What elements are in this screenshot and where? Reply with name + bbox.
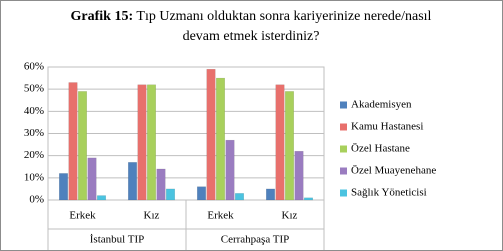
bar <box>235 193 244 201</box>
legend-swatch <box>340 167 347 175</box>
y-tick-label: 50% <box>24 83 44 95</box>
legend-swatch <box>340 189 347 197</box>
title-label: Grafik 15: <box>70 9 134 24</box>
bar <box>275 84 285 201</box>
x-tick-label: Erkek <box>69 210 96 222</box>
x-tick-label: Erkek <box>207 210 234 222</box>
bar <box>137 84 147 201</box>
bar <box>97 195 106 201</box>
chart-title: Grafik 15: Tıp Uzmanı olduktan sonra kar… <box>61 7 441 47</box>
bar <box>225 139 235 201</box>
legend-label: Akademisyen <box>351 99 412 111</box>
y-tick-label: 30% <box>24 127 44 139</box>
group-label: Cerrahpaşa TIP <box>221 234 290 246</box>
bar <box>294 150 304 201</box>
x-tick-label: Kız <box>282 210 298 222</box>
bar <box>128 162 137 201</box>
bar <box>78 91 87 201</box>
bar <box>166 188 175 201</box>
bar <box>206 68 216 201</box>
bar <box>68 82 78 201</box>
legend-label: Özel Muayenehane <box>351 165 436 177</box>
bar <box>285 91 294 201</box>
legend-label: Kamu Hastanesi <box>351 121 423 133</box>
y-tick-label: 0% <box>29 194 44 206</box>
x-tick-label: Kız <box>144 210 160 222</box>
group-label: İstanbul TIP <box>90 234 145 246</box>
y-tick-label: 40% <box>24 105 44 117</box>
bar <box>156 168 166 201</box>
bar <box>147 84 156 201</box>
legend-label: Sağlık Yöneticisi <box>351 187 427 199</box>
bar <box>216 77 225 201</box>
legend-swatch <box>340 101 347 109</box>
bar <box>304 197 313 201</box>
y-tick-label: 10% <box>24 171 44 183</box>
y-tick-label: 20% <box>24 149 44 161</box>
legend-swatch <box>340 123 347 131</box>
bar <box>197 186 206 201</box>
y-tick-label: 60% <box>24 61 44 73</box>
legend-label: Özel Hastane <box>351 143 410 155</box>
bar <box>87 157 97 201</box>
bar <box>266 188 275 201</box>
legend-swatch <box>340 145 347 153</box>
bar <box>59 173 68 201</box>
title-text: Tıp Uzmanı olduktan sonra kariyerinize n… <box>136 9 432 44</box>
